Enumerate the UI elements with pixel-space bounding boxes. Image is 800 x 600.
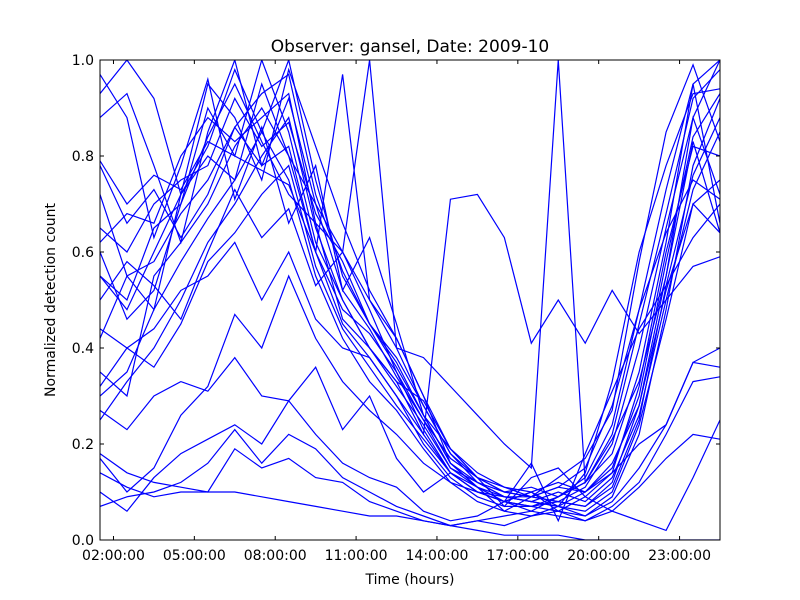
series-line-19	[100, 203, 720, 523]
plot-frame	[99, 59, 721, 541]
series-line-10	[100, 92, 720, 512]
series-line-22	[100, 453, 720, 540]
series-line-7	[100, 130, 720, 508]
series-group	[100, 60, 720, 540]
y-axis: 0.0 0.2 0.4 0.6 0.8 1.0	[72, 53, 720, 549]
y-tick-label: 0.6	[72, 245, 94, 261]
x-tick-label: 17:00:00	[486, 548, 549, 564]
y-tick-label: 0.8	[72, 149, 94, 165]
x-tick-label: 08:00:00	[244, 548, 307, 564]
series-line-20	[100, 60, 720, 485]
y-tick-label: 0.2	[72, 437, 94, 453]
series-line-6	[100, 106, 720, 512]
x-tick-label: 05:00:00	[163, 548, 226, 564]
series-line-23	[100, 82, 720, 532]
x-tick-label: 14:00:00	[406, 548, 469, 564]
x-tick-label: 23:00:00	[648, 548, 711, 564]
series-line-17	[100, 376, 720, 527]
series-line-16	[100, 428, 720, 527]
series-line-13	[100, 164, 720, 498]
y-axis-label: Normalized detection count	[43, 203, 59, 397]
series-line-18	[100, 193, 720, 437]
series-line-24	[100, 63, 720, 498]
series-line-15	[100, 361, 720, 522]
series-line-14	[100, 274, 720, 512]
series-line-9	[100, 69, 720, 498]
series-line-1	[100, 60, 720, 508]
x-axis-label: Time (hours)	[365, 572, 455, 588]
x-tick-label: 11:00:00	[325, 548, 388, 564]
series-line-8	[100, 115, 720, 503]
y-tick-label: 0.0	[72, 533, 94, 549]
x-tick-label: 20:00:00	[567, 548, 630, 564]
x-tick-label: 02:00:00	[82, 548, 145, 564]
y-tick-label: 1.0	[72, 53, 94, 69]
y-tick-label: 0.4	[72, 341, 94, 357]
series-line-12	[100, 83, 720, 508]
series-line-11	[100, 73, 720, 508]
chart-title: Observer: gansel, Date: 2009-10	[271, 37, 549, 57]
x-axis: 02:00:00 05:00:00 08:00:00 11:00:00 14:00:00…	[82, 60, 711, 564]
